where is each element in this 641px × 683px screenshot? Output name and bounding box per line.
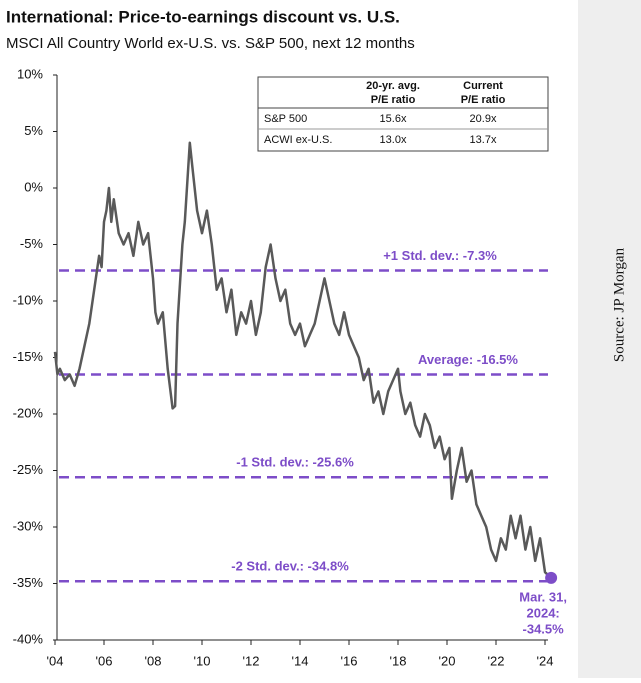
x-tick-label: '14 <box>292 653 309 668</box>
table-cell: 15.6x <box>380 113 407 125</box>
chart-title: International: Price-to-earnings discoun… <box>6 7 400 26</box>
end-annotation: Mar. 31, <box>519 589 567 604</box>
x-tick-label: '10 <box>194 653 211 668</box>
y-tick-label: -40% <box>13 631 44 646</box>
y-tick-label: -5% <box>20 236 44 251</box>
y-tick-label: 0% <box>24 179 43 194</box>
y-tick-label: -15% <box>13 349 44 364</box>
y-tick-label: -35% <box>13 575 44 590</box>
x-tick-label: '04 <box>47 653 64 668</box>
y-tick-label: -25% <box>13 462 44 477</box>
x-tick-label: '18 <box>390 653 407 668</box>
table-cell: 13.0x <box>380 134 407 146</box>
x-tick-label: '16 <box>341 653 358 668</box>
x-tick-label: '20 <box>439 653 456 668</box>
x-tick-label: '22 <box>488 653 505 668</box>
y-tick-label: -30% <box>13 518 44 533</box>
table-header: P/E ratio <box>461 94 506 106</box>
y-tick-label: 5% <box>24 123 43 138</box>
table-cell: ACWI ex-U.S. <box>264 134 332 146</box>
table-cell: S&P 500 <box>264 113 307 125</box>
end-annotation: -34.5% <box>523 621 565 636</box>
reference-label: -2 Std. dev.: -34.8% <box>231 559 349 574</box>
y-tick-label: -20% <box>13 405 44 420</box>
x-tick-label: '24 <box>537 653 554 668</box>
series-line <box>53 141 552 579</box>
source-panel <box>578 0 641 678</box>
y-tick-label: -10% <box>13 292 44 307</box>
end-annotation: 2024: <box>527 605 560 620</box>
x-tick-label: '08 <box>145 653 162 668</box>
end-point <box>545 571 558 584</box>
y-tick-label: 10% <box>17 66 43 81</box>
reference-label: -1 Std. dev.: -25.6% <box>236 455 354 470</box>
table-frame <box>257 76 549 152</box>
reference-label: +1 Std. dev.: -7.3% <box>383 248 497 263</box>
table-cell: 20.9x <box>470 113 497 125</box>
source: Source: JP Morgan <box>611 247 627 362</box>
table-header: P/E ratio <box>371 94 416 106</box>
table-header: 20-yr. avg. <box>366 80 420 92</box>
x-tick-label: '06 <box>96 653 113 668</box>
chart-subtitle: MSCI All Country World ex-U.S. vs. S&P 5… <box>6 35 415 52</box>
x-tick-label: '12 <box>243 653 260 668</box>
reference-label: Average: -16.5% <box>418 352 518 367</box>
table-cell: 13.7x <box>470 134 497 146</box>
table-header: Current <box>463 80 503 92</box>
